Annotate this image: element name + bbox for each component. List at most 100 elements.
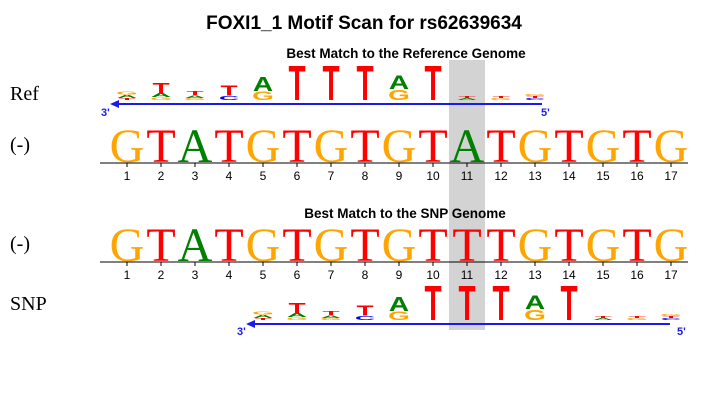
ref-logo-letter-G: G [388, 87, 410, 103]
ref-logo-letter-T: T [526, 95, 543, 98]
ref-logo-letter-A: A [389, 72, 409, 94]
ref-tick-label: 4 [226, 169, 233, 183]
snp-logo-letter-G: G [524, 307, 546, 323]
snp-logo-letter-T: T [628, 316, 645, 319]
ref-tick-label: 17 [664, 169, 678, 183]
ref-tick-label: 10 [426, 169, 440, 183]
snp-logo-letter-G: G [320, 317, 342, 320]
snp-tick-label: 11 [461, 268, 474, 282]
snp-subtitle: Best Match to the SNP Genome [304, 206, 506, 221]
ref-tick-label: 12 [494, 169, 508, 183]
ref-logo-letter-C: C [219, 95, 240, 101]
snp-direction-arrow [246, 320, 670, 328]
ref-logo-letter-A: A [253, 73, 274, 96]
ref-logo-letter-G: G [150, 97, 172, 101]
snp-tick-label: 2 [158, 268, 165, 282]
snp-logo-letter-C: C [661, 318, 681, 321]
ref-logo-letter-T: T [458, 96, 475, 99]
ref-strand-label: (-) [10, 134, 30, 156]
ref-logo-letter-A: A [185, 95, 205, 99]
snp-strand-label: (-) [10, 233, 30, 255]
ref-logo-letter-T: T [492, 96, 509, 99]
ref-logo-letter-T: T [322, 57, 339, 111]
ref-logo-letter-G: G [184, 97, 206, 100]
snp-tick-label: 17 [664, 268, 678, 282]
ref-tick-label: 13 [528, 169, 542, 183]
snp-tick-label: 14 [562, 268, 576, 282]
snp-position-axis: 1 2 3 4 5 6 7 8 9 10 11 12 13 14 15 16 17 [100, 261, 688, 282]
snp-logo-letter-A: A [525, 292, 545, 314]
snp-logo-letter-T: T [662, 315, 679, 318]
snp-tick-label: 13 [528, 268, 542, 282]
snp-logo-letter-A: A [321, 315, 341, 319]
ref-arrow-3prime: 3' [101, 107, 110, 119]
snp-logo-letter-T: T [356, 303, 374, 319]
ref-logo-letter-A: A [457, 98, 477, 101]
snp-logo-letter-G: G [626, 318, 648, 321]
ref-logo-letter-T: T [424, 57, 441, 111]
snp-tick-label: 8 [362, 268, 369, 282]
ref-tick-label: 6 [294, 169, 301, 183]
ref-tick-label: 3 [192, 169, 199, 183]
ref-logo-letter-A: A [151, 92, 172, 98]
snp-tick-label: 7 [328, 268, 335, 282]
ref-logo-letter-C: C [525, 98, 545, 101]
snp-logo-letter-T: T [492, 277, 509, 331]
ref-tick-label: 7 [328, 169, 335, 183]
snp-logo-letter-T: T [288, 300, 306, 316]
ref-tick-label: 2 [158, 169, 165, 183]
ref-position-axis: 1 2 3 4 5 6 7 8 9 10 11 12 13 14 15 16 17 [100, 162, 688, 183]
ref-tick-label: 16 [630, 169, 644, 183]
ref-logo-letter-T: T [152, 80, 170, 96]
ref-tick-label: 8 [362, 169, 369, 183]
ref-tick-label: 15 [596, 169, 610, 183]
ref-tick-label: 5 [260, 169, 267, 183]
snp-logo-letter-G: G [286, 317, 308, 321]
snp-logo-letter-T: T [458, 277, 475, 331]
snp-logo-letter-G: G [660, 313, 682, 316]
ref-subtitle: Best Match to the Reference Genome [286, 46, 526, 61]
snp-logo-letter-G: G [388, 309, 410, 323]
snp-logo-letter-A: A [389, 293, 410, 316]
snp-logo-letter-T: T [594, 316, 611, 319]
ref-tick-label: 14 [562, 169, 576, 183]
snp-tick-label: 15 [596, 268, 610, 282]
ref-logo-letter-T: T [288, 57, 305, 111]
ref-tick-label: 11 [461, 169, 474, 183]
snp-tick-label: 12 [494, 268, 508, 282]
ref-logo-letter-T: T [186, 90, 204, 96]
ref-logo-letter-G: G [490, 98, 512, 101]
ref-logo-letter-G: G [252, 89, 274, 103]
ref-logo-letter-T: T [220, 83, 238, 99]
snp-logo-letter-A: A [593, 318, 613, 321]
snp-logo-letter-T: T [560, 277, 577, 331]
snp-logo-letter-T: T [322, 310, 340, 316]
snp-tick-label: 1 [124, 268, 131, 282]
snp-logo-letter-T: T [254, 318, 271, 321]
ref-logo-letter-G: G [116, 90, 138, 95]
snp-tick-label: 16 [630, 268, 644, 282]
snp-logo-letter-A: A [287, 312, 308, 318]
snp-logo-letter-T: T [424, 277, 441, 331]
snp-logo-letter-C: C [355, 315, 376, 321]
ref-logo-label: Ref [10, 83, 39, 105]
snp-tick-label: 9 [396, 268, 403, 282]
ref-logo-letter-A: A [117, 94, 137, 99]
snp-logo-letter-G: G [252, 310, 274, 315]
snp-logo-label: SNP [10, 293, 47, 315]
snp-tick-label: 5 [260, 268, 267, 282]
snp-arrow-5prime: 5' [677, 326, 686, 338]
snp-arrow-3prime: 3' [237, 326, 246, 338]
ref-logo-letter-G: G [524, 93, 546, 96]
ref-logo-letter-T: T [356, 57, 373, 111]
snp-tick-label: 6 [294, 268, 301, 282]
figure-title: FOXI1_1 Motif Scan for rs62639634 [206, 13, 522, 34]
snp-logo-letter-A: A [253, 314, 273, 319]
ref-arrow-5prime: 5' [541, 107, 550, 119]
ref-tick-label: 9 [396, 169, 403, 183]
ref-tick-label: 1 [124, 169, 131, 183]
